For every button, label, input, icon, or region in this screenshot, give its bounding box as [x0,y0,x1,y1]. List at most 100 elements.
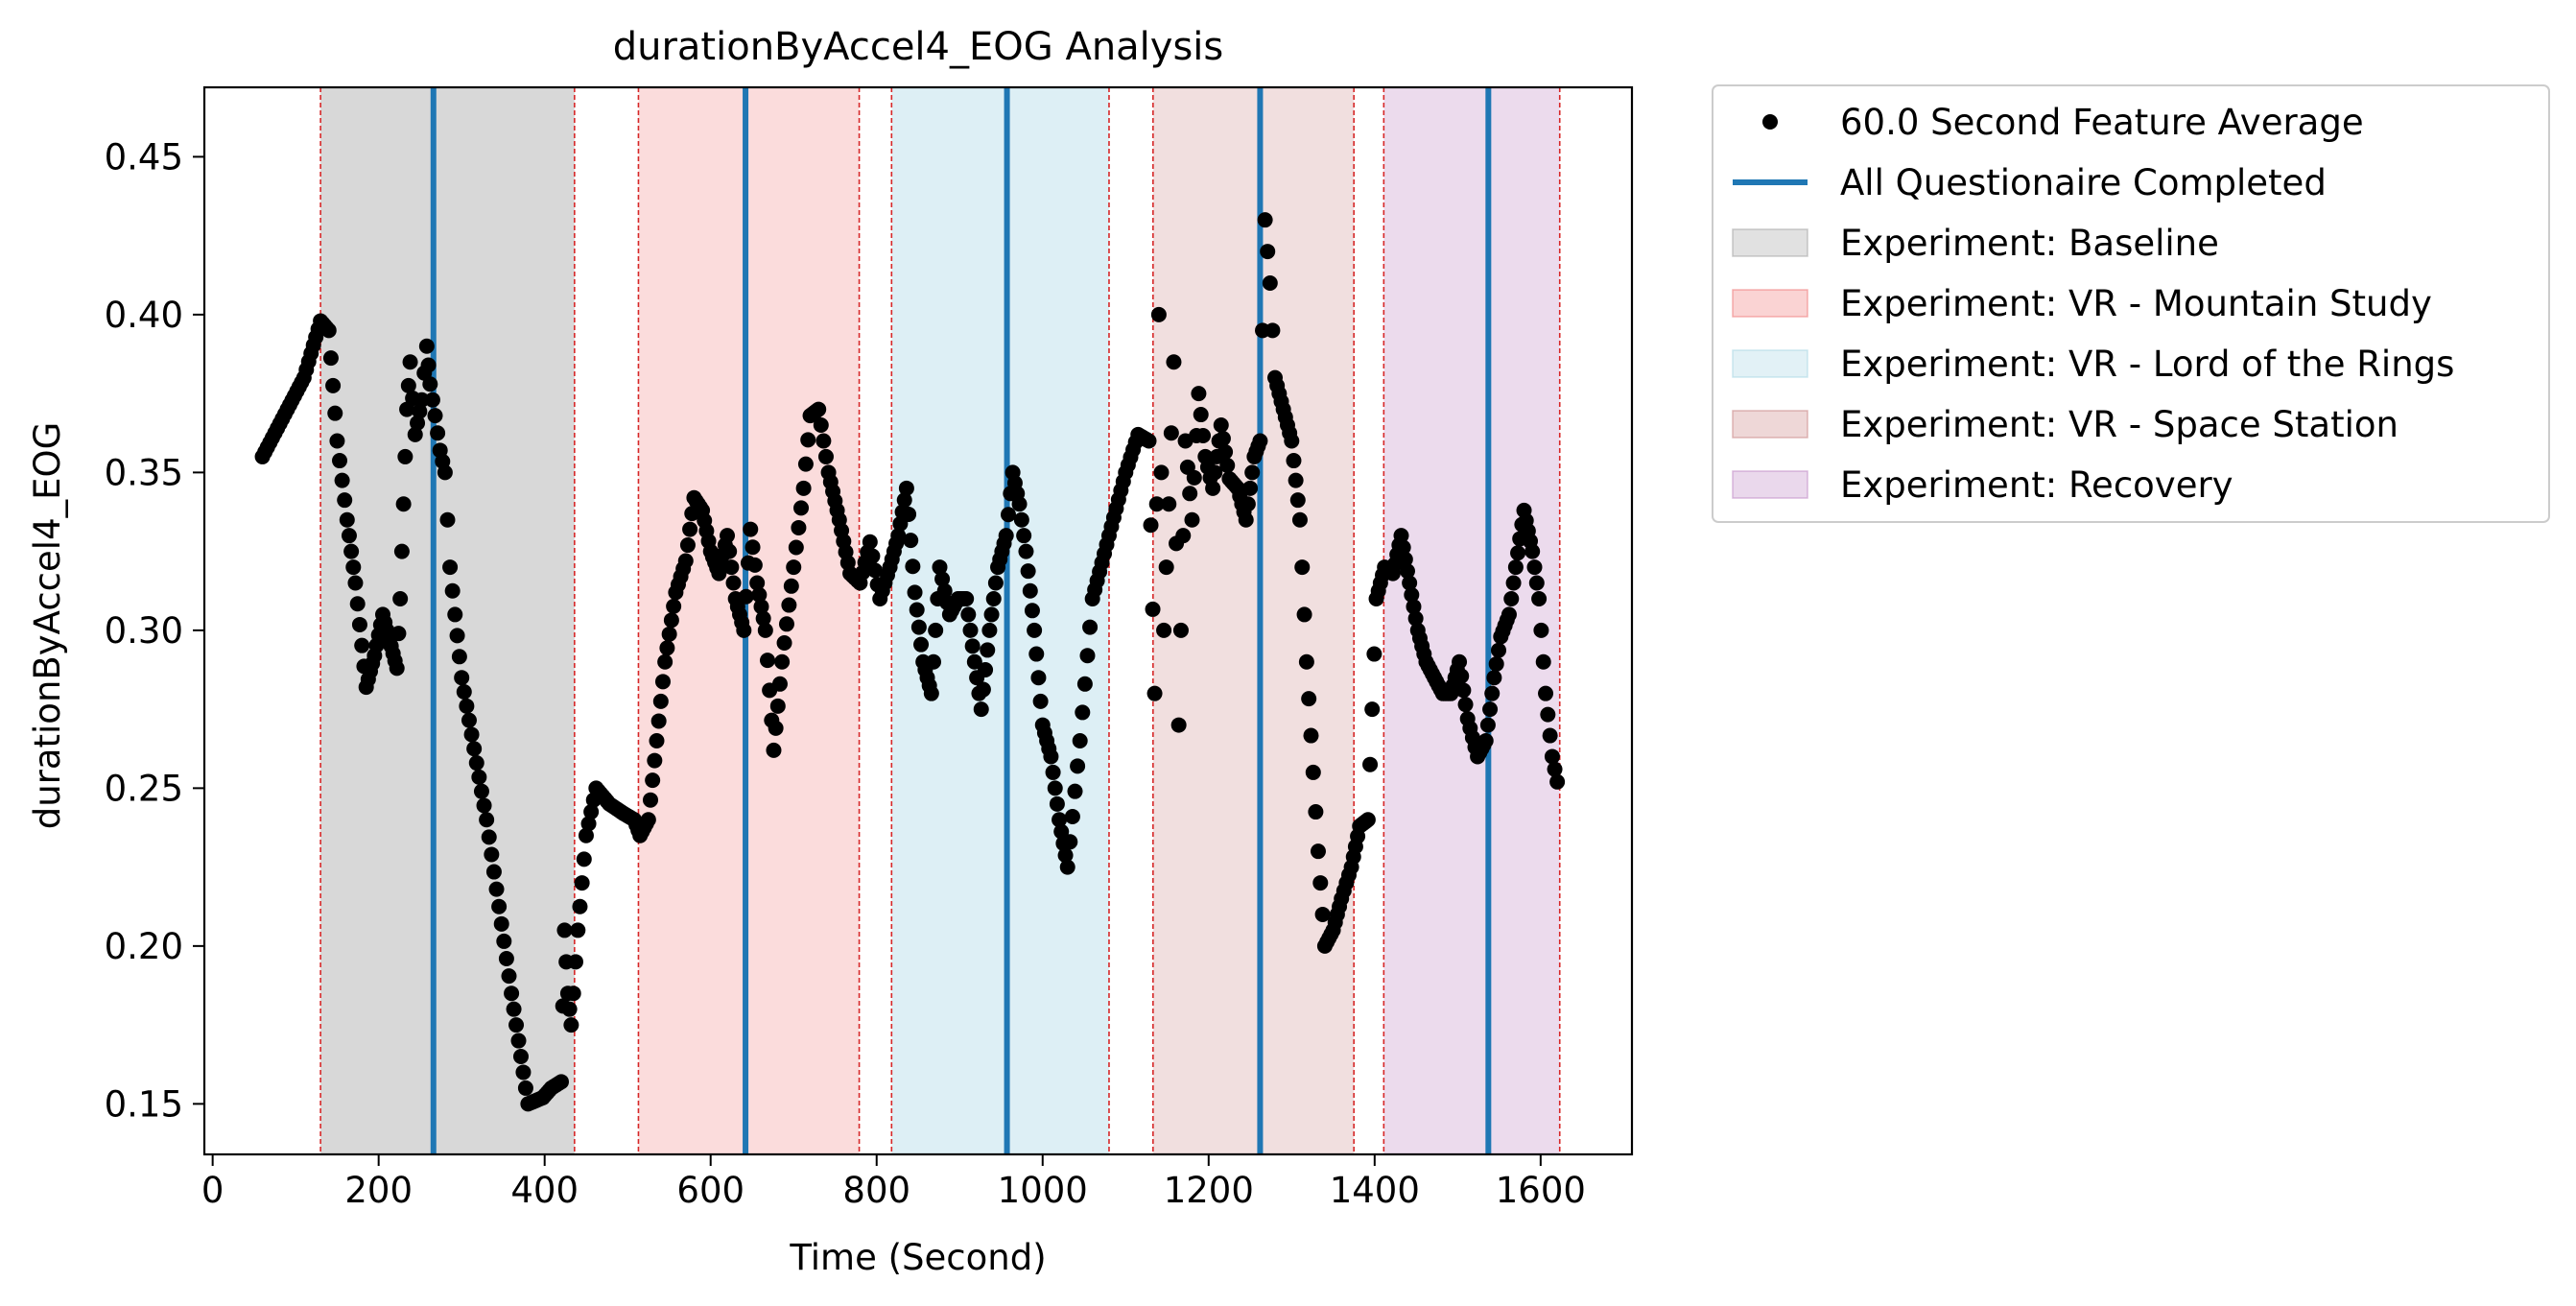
data-point [795,480,812,496]
data-point [493,915,509,932]
data-point [510,1033,527,1049]
data-point [1286,453,1302,469]
data-point [1143,517,1159,534]
region-boundary-lines [319,87,1561,1154]
data-point [725,575,742,591]
data-point [484,846,500,863]
data-point [320,322,337,339]
data-point [471,769,487,785]
data-point [1510,545,1526,561]
y-axis-label: durationByAccel4_EOG [27,422,68,830]
data-point [1312,875,1329,891]
legend-item: Experiment: VR - Mountain Study [1732,283,2432,324]
data-point [1257,212,1273,228]
data-point [554,1074,569,1090]
data-point [1533,622,1549,638]
data-point [1145,601,1161,617]
data-point [393,543,410,559]
data-point [1158,559,1174,576]
data-point [390,626,407,642]
data-point [907,584,923,601]
data-point [1011,496,1028,512]
data-point [488,881,505,897]
data-point [643,792,658,808]
data-point [746,557,763,573]
data-point [1301,691,1317,707]
data-point [1503,590,1520,606]
data-point [1070,758,1086,774]
legend-marker-swatch [1762,114,1778,130]
data-point [774,653,791,670]
data-point [496,933,512,949]
data-point [430,425,446,441]
x-tick-label: 0 [201,1170,225,1211]
data-point [1059,859,1075,875]
data-point [985,590,1002,606]
data-point [1264,322,1281,339]
data-point [1366,646,1383,662]
data-point [723,559,740,576]
data-point [1175,528,1192,544]
data-point [427,408,443,424]
data-point [1395,539,1411,556]
x-tick-label: 600 [676,1170,744,1211]
data-point [1486,670,1502,686]
data-point [1067,783,1083,799]
data-point [473,783,489,799]
data-point [1314,906,1331,922]
data-point [1161,496,1177,512]
legend-patch-swatch [1732,349,1808,378]
data-point [898,480,914,496]
feature-average-points [254,212,1566,1112]
y-tick-label: 0.25 [105,768,183,809]
data-point [788,539,804,556]
data-point [815,433,832,449]
data-point [1244,464,1261,481]
data-point [1001,507,1017,523]
data-point [395,496,412,512]
data-point [666,598,682,614]
data-point [1528,575,1545,591]
data-point [1549,773,1566,790]
data-point [466,741,483,757]
data-point [512,1049,529,1065]
data-point [817,448,834,464]
data-point [506,1001,522,1017]
data-point [797,456,814,472]
chart-title: durationByAccel4_EOG Analysis [613,25,1224,69]
x-tick-label: 1200 [1164,1170,1254,1211]
data-point [1186,469,1202,486]
data-point [561,1001,578,1017]
data-point [1298,653,1314,670]
data-point [1535,653,1551,670]
plot-frame [202,85,1634,1156]
data-point [720,528,736,544]
data-point [1402,575,1418,591]
data-point [736,622,752,638]
data-point [960,606,977,623]
data-point [811,401,827,417]
data-point [677,553,694,569]
data-point [654,674,671,690]
legend-patch-swatch [1732,289,1808,318]
data-point [978,661,994,677]
data-point [402,354,418,370]
data-point [781,597,797,613]
data-point [504,985,520,1002]
data-point [1062,834,1078,850]
data-point [322,350,339,367]
data-point [721,543,738,559]
data-point [1242,480,1259,496]
data-point [909,602,925,618]
data-point [451,649,467,665]
data-point [1484,685,1501,701]
data-point [759,653,775,669]
data-point [1260,244,1276,260]
legend-label: All Questionaire Completed [1840,162,2327,203]
data-point [1150,306,1167,322]
data-point [1477,733,1494,749]
data-point [753,599,769,615]
data-point [1027,622,1043,638]
data-point [1452,653,1468,670]
data-point [1146,685,1163,701]
